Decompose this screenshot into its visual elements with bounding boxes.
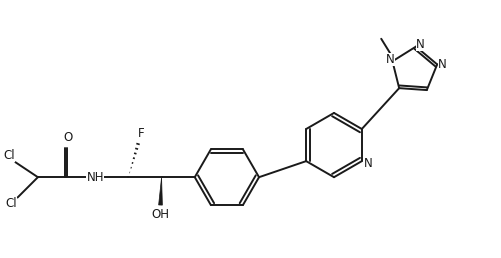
- Text: Cl: Cl: [6, 197, 17, 211]
- Text: N: N: [385, 53, 394, 66]
- Polygon shape: [158, 177, 162, 205]
- Text: NH: NH: [86, 171, 104, 184]
- Text: Cl: Cl: [3, 149, 15, 162]
- Text: N: N: [415, 38, 424, 52]
- Text: N: N: [437, 58, 446, 71]
- Text: N: N: [363, 157, 372, 170]
- Text: OH: OH: [151, 208, 169, 221]
- Text: O: O: [64, 131, 73, 143]
- Text: F: F: [138, 127, 144, 140]
